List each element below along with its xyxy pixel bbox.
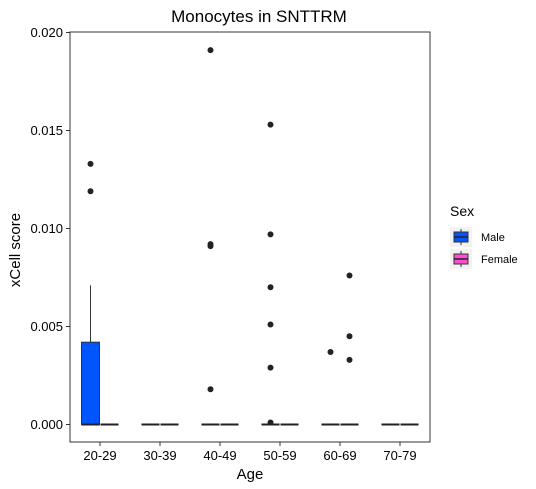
outlier-point — [87, 160, 94, 167]
box-male-20-29 — [81, 160, 100, 426]
outlier-point — [346, 333, 353, 340]
x-tick-label: 60-69 — [323, 448, 356, 463]
box-female-60-69 — [340, 272, 359, 426]
plot-panel — [69, 31, 431, 443]
y-tick-label: 0.000 — [30, 417, 63, 432]
outlier-point — [87, 188, 94, 195]
outlier-point — [267, 419, 274, 426]
box-male-50-59 — [261, 121, 280, 426]
legend-label-female: Female — [481, 254, 518, 266]
legend-key-female — [450, 249, 472, 269]
x-tick-label: 30-39 — [143, 448, 176, 463]
outlier-point — [267, 284, 274, 291]
y-axis: 0.000 0.005 0.010 0.015 0.020 — [30, 25, 70, 432]
outlier-point — [346, 272, 353, 279]
x-axis-title: Age — [237, 466, 264, 483]
outlier-point — [267, 121, 274, 128]
x-tick-label: 40-49 — [203, 448, 236, 463]
outlier-point — [267, 231, 274, 238]
y-tick-label: 0.020 — [30, 25, 63, 40]
outlier-point — [207, 47, 214, 54]
x-tick-label: 70-79 — [383, 448, 416, 463]
box-body — [81, 341, 100, 425]
y-tick-label: 0.010 — [30, 221, 63, 236]
chart-title: Monocytes in SNTTRM — [171, 7, 347, 26]
box-male-40-49 — [201, 47, 220, 426]
outlier-point — [207, 243, 214, 250]
outlier-point — [346, 356, 353, 363]
y-tick-label: 0.005 — [30, 319, 63, 334]
outlier-point — [267, 321, 274, 328]
outlier-point — [267, 364, 274, 371]
x-axis: 20-29 30-39 40-49 50-59 60-69 70-79 — [83, 442, 417, 463]
legend-title: Sex — [450, 203, 474, 219]
box-male-60-69 — [321, 348, 340, 426]
box-series — [81, 47, 419, 426]
legend: Sex Male Female — [450, 203, 518, 269]
y-tick-label: 0.015 — [30, 123, 63, 138]
y-axis-title: xCell score — [7, 213, 24, 287]
x-tick-label: 50-59 — [263, 448, 296, 463]
legend-key-male — [450, 227, 472, 247]
legend-label-male: Male — [481, 232, 505, 244]
outlier-point — [327, 348, 334, 355]
outlier-point — [207, 386, 214, 393]
x-tick-label: 20-29 — [83, 448, 116, 463]
